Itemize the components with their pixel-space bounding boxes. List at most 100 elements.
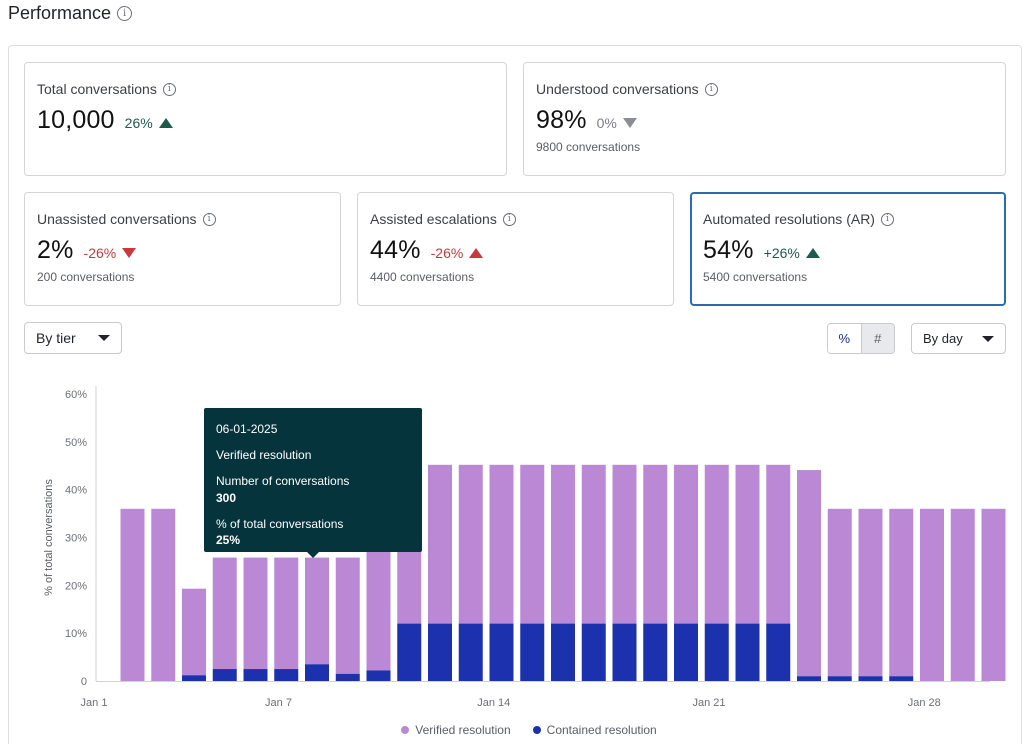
bar-contained-resolution[interactable] <box>397 623 422 681</box>
card-value: 44% <box>370 236 421 264</box>
card-subtext: 5400 conversations <box>703 270 808 284</box>
card-understood-conversations[interactable]: Understood conversations i 98% 0% 9800 c… <box>523 62 1006 176</box>
bar-verified-resolution[interactable] <box>151 508 176 681</box>
delta-badge: -26% <box>431 245 484 261</box>
card-value: 2% <box>37 236 74 264</box>
info-icon[interactable]: i <box>202 212 216 226</box>
bar-contained-resolution[interactable] <box>274 669 299 681</box>
bar-contained-resolution[interactable] <box>674 623 698 681</box>
legend-item-verified[interactable]: Verified resolution <box>401 723 511 737</box>
info-icon[interactable]: i <box>502 212 516 226</box>
x-tick-label: Jan 7 <box>265 697 292 709</box>
bar-contained-resolution[interactable] <box>889 676 914 681</box>
delta-badge: -26% <box>84 245 137 261</box>
bar-verified-resolution[interactable] <box>797 470 821 677</box>
info-icon[interactable]: i <box>162 82 176 96</box>
bar-contained-resolution[interactable] <box>366 670 391 681</box>
chart-tooltip: 06-01-2025 Verified resolution Number of… <box>204 408 422 552</box>
bar-verified-resolution[interactable] <box>827 508 852 677</box>
triangle-up-icon <box>158 118 173 128</box>
period-dropdown[interactable]: By day <box>911 323 1006 354</box>
bar-verified-resolution[interactable] <box>920 508 944 681</box>
bar-verified-resolution[interactable] <box>704 464 729 624</box>
card-value: 54% <box>703 236 754 264</box>
bar-verified-resolution[interactable] <box>612 464 637 624</box>
bar-verified-resolution[interactable] <box>520 464 545 624</box>
bar-verified-resolution[interactable] <box>366 542 391 671</box>
tooltip-pct-value: 25% <box>216 532 241 547</box>
tooltip-series: Verified resolution <box>216 448 312 463</box>
chevron-down-icon <box>98 335 110 341</box>
tier-dropdown[interactable]: By tier <box>24 322 122 354</box>
bar-verified-resolution[interactable] <box>735 464 760 624</box>
info-icon[interactable]: i <box>880 212 894 226</box>
triangle-up-icon <box>805 248 820 258</box>
bar-verified-resolution[interactable] <box>551 464 575 624</box>
bar-contained-resolution[interactable] <box>520 623 545 681</box>
legend-swatch-contained <box>532 726 541 734</box>
card-unassisted-conversations[interactable]: Unassisted conversations i 2% -26% 200 c… <box>24 192 341 306</box>
y-tick-label: 60% <box>65 389 87 401</box>
bar-contained-resolution[interactable] <box>581 623 606 681</box>
percent-toggle-button[interactable]: % <box>828 324 861 353</box>
bar-contained-resolution[interactable] <box>704 623 729 681</box>
bar-verified-resolution[interactable] <box>305 557 329 665</box>
delta-value: -26% <box>83 245 117 261</box>
bar-contained-resolution[interactable] <box>766 623 791 681</box>
legend-item-contained[interactable]: Contained resolution <box>532 723 657 737</box>
bar-verified-resolution[interactable] <box>889 508 914 677</box>
delta-value: +26% <box>763 245 800 261</box>
card-automated-resolutions[interactable]: Automated resolutions (AR) i 54% +26% 54… <box>690 192 1006 306</box>
bar-contained-resolution[interactable] <box>428 623 452 681</box>
bar-contained-resolution[interactable] <box>643 623 668 681</box>
count-toggle-button[interactable]: # <box>860 324 894 353</box>
bar-contained-resolution[interactable] <box>858 676 883 681</box>
bar-verified-resolution[interactable] <box>581 464 606 624</box>
page-title-text: Performance <box>8 3 112 23</box>
card-total-conversations[interactable]: Total conversations i 10,000 26% <box>24 62 507 176</box>
bar-verified-resolution[interactable] <box>674 464 698 624</box>
bar-verified-resolution[interactable] <box>981 508 1006 681</box>
bar-contained-resolution[interactable] <box>612 623 637 681</box>
bar-verified-resolution[interactable] <box>243 557 268 670</box>
delta-badge: 26% <box>125 115 173 131</box>
y-tick-label: 30% <box>65 533 87 545</box>
bar-contained-resolution[interactable] <box>797 676 821 681</box>
bar-verified-resolution[interactable] <box>428 464 452 624</box>
bar-contained-resolution[interactable] <box>182 675 206 681</box>
card-label: Understood conversations <box>536 81 699 97</box>
bar-contained-resolution[interactable] <box>489 623 514 681</box>
legend-label: Verified resolution <box>415 723 511 737</box>
tooltip-count-label: Number of conversations <box>216 474 350 489</box>
bar-verified-resolution[interactable] <box>458 464 483 624</box>
bar-verified-resolution[interactable] <box>643 464 668 624</box>
bar-contained-resolution[interactable] <box>305 664 329 681</box>
bar-contained-resolution[interactable] <box>551 623 575 681</box>
bar-verified-resolution[interactable] <box>858 508 883 677</box>
bar-contained-resolution[interactable] <box>212 669 237 681</box>
bar-contained-resolution[interactable] <box>735 623 760 681</box>
bar-contained-resolution[interactable] <box>458 623 483 681</box>
unit-toggle[interactable]: % # <box>827 323 895 354</box>
page-title: Performance i <box>8 3 133 24</box>
x-tick-label: Jan 28 <box>908 697 941 709</box>
bar-contained-resolution[interactable] <box>827 676 852 681</box>
bar-verified-resolution[interactable] <box>274 557 299 670</box>
bar-contained-resolution[interactable] <box>335 673 360 681</box>
chevron-down-icon <box>982 335 994 342</box>
card-assisted-escalations[interactable]: Assisted escalations i 44% -26% 4400 con… <box>357 192 674 306</box>
bar-verified-resolution[interactable] <box>766 464 791 624</box>
y-tick-label: 50% <box>65 437 87 449</box>
bar-verified-resolution[interactable] <box>212 557 237 670</box>
bar-verified-resolution[interactable] <box>335 557 360 674</box>
info-icon[interactable]: i <box>117 6 133 21</box>
bar-verified-resolution[interactable] <box>182 588 206 676</box>
card-subtext: 200 conversations <box>37 270 135 284</box>
delta-value: 0% <box>596 115 617 131</box>
info-icon[interactable]: i <box>704 82 718 96</box>
bar-verified-resolution[interactable] <box>950 508 975 681</box>
legend-swatch-verified <box>401 726 410 734</box>
bar-verified-resolution[interactable] <box>489 464 514 624</box>
bar-contained-resolution[interactable] <box>243 669 268 681</box>
bar-verified-resolution[interactable] <box>120 508 145 681</box>
